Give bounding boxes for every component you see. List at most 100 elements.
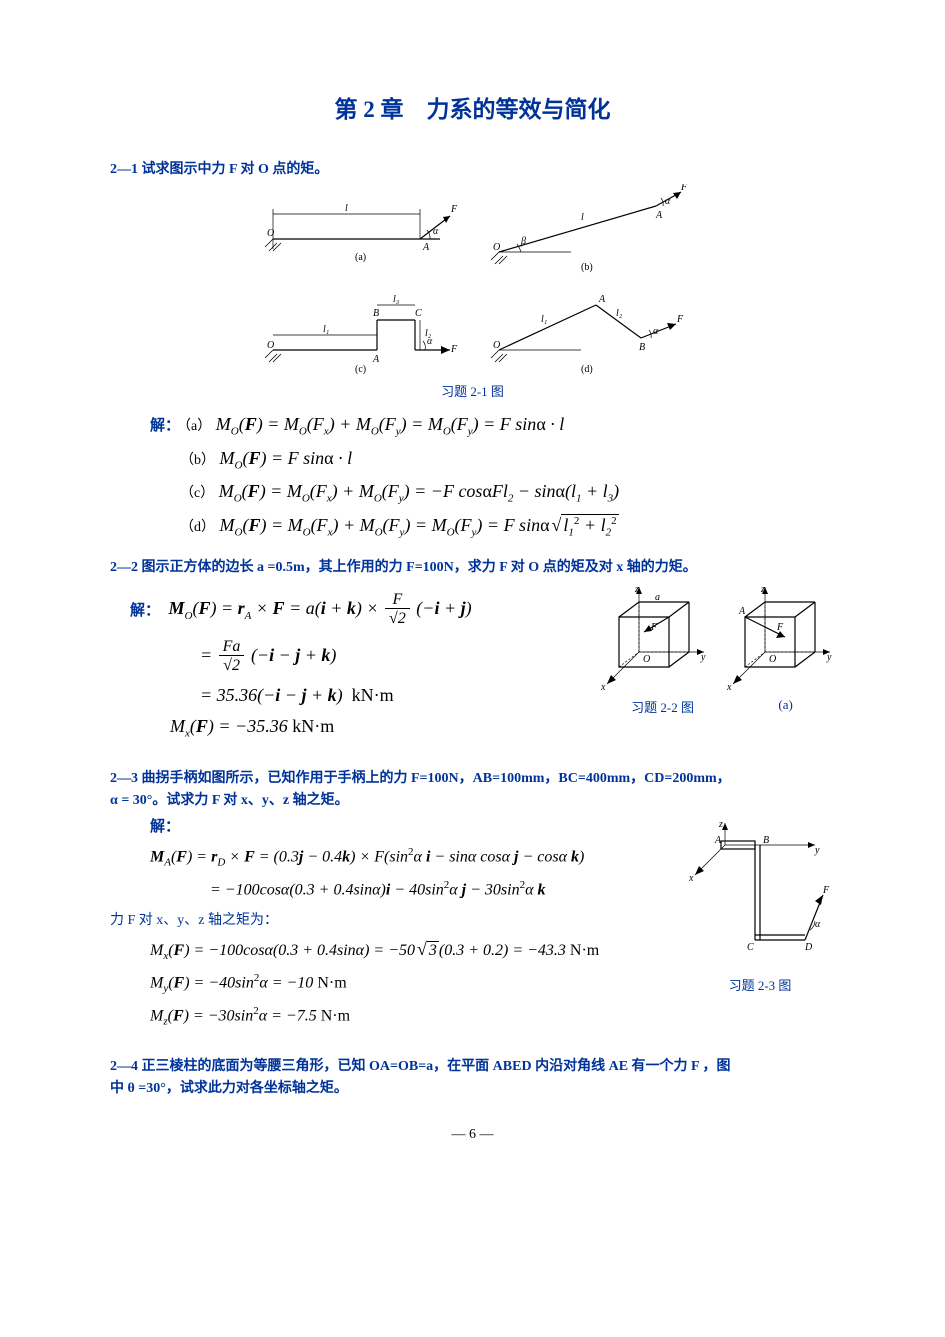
fig-2-2: z y x O F a [589, 582, 835, 716]
label-F-c: F [450, 344, 458, 355]
svg-text:D: D [804, 942, 813, 953]
p22-frac1-den: √2 [385, 609, 410, 628]
label-l1-d: l₁ [541, 314, 547, 325]
fig-2-1-caption: 习题 2-1 图 [110, 381, 835, 400]
fig-2-1-c: O B C A F l₁ l₃ l₂ α (c) [255, 280, 465, 375]
p22-frac2-num: Fa [219, 639, 245, 656]
label-B-d: B [639, 342, 645, 353]
svg-text:y: y [826, 652, 832, 663]
label-A-c: A [372, 354, 380, 365]
label-C-c: C [415, 308, 422, 319]
p23-eq2: = −100cosα(0.3 + 0.4sinα)i − 40sin2α j −… [210, 879, 671, 899]
svg-text:z: z [634, 584, 639, 595]
label-F-d: F [676, 314, 684, 325]
label-alpha-d: α [653, 326, 659, 337]
fig-2-1-a: O F A α l (a) [255, 184, 465, 274]
svg-text:x: x [688, 873, 694, 884]
fig-2-3-caption: 习题 2-3 图 [685, 975, 835, 994]
label-O-c: O [267, 340, 274, 351]
p23-mid: 力 F 对 x、y、z 轴之矩为： [110, 913, 278, 928]
p21-b-label: （b） [180, 453, 215, 468]
p23-eq1: MA(F) = rD × F = (0.3j − 0.4k) × F(sin2α… [150, 846, 671, 869]
problem-2-4-head: 2—4 正三棱柱的底面为等腰三角形，已知 OA=OB=a，在平面 ABED 内沿… [110, 1055, 835, 1075]
p22-eq1: 解： MO(F) = rA × F = a(i + k) × F√2 (−i +… [130, 592, 575, 628]
svg-text:α: α [815, 919, 821, 930]
p21-ans-b: （b） MO(F) = F sinα · l [180, 448, 835, 472]
label-l3-c: l₃ [393, 294, 400, 305]
label-F: F [450, 204, 458, 215]
label-l: l [345, 203, 348, 214]
problem-2-2-head: 2—2 图示正方体的边长 a =0.5m，其上作用的力 F=100N，求力 F … [110, 556, 835, 576]
fig-2-1-b: O A F l β α (b) [481, 184, 691, 274]
fig-2-1-d: O A B F α l₁ l₂ (d) [481, 280, 691, 375]
fig-2-1-row2: O B C A F l₁ l₃ l₂ α (c) [110, 280, 835, 375]
fig-2-1: O F A α l (a) O [110, 184, 835, 400]
p21-ans-c: （c） MO(F) = MO(Fx) + MO(Fy) = −F cosαFl2… [180, 481, 835, 505]
fig-d-label: (d) [581, 364, 593, 375]
fig-c-label: (c) [355, 364, 366, 375]
svg-text:y: y [700, 652, 706, 663]
problem-2-4-head2: 中 θ =30°，试求此力对各坐标轴之矩。 [110, 1077, 835, 1097]
fig-2-3: z y x A B C D F α 习题 2-3 图 [685, 815, 835, 1008]
fig-2-1-row1: O F A α l (a) O [110, 184, 835, 274]
p22-frac1-num: F [385, 592, 410, 609]
p23-mx-rad: 3 [427, 941, 439, 959]
problem-2-3-body2: α = 30°。试求力 F 对 x、y、z 轴之矩。 [110, 793, 349, 808]
svg-text:F: F [776, 622, 784, 633]
label-alpha-c: α [427, 336, 433, 347]
problem-2-3-head2: α = 30°。试求力 F 对 x、y、z 轴之矩。 [110, 789, 835, 809]
fig-a-label: (a) [355, 252, 366, 263]
p23-mz: Mz(F) = −30sin2α = −7.5 N·m [150, 1005, 671, 1028]
p21-ans-a: 解：（a） MO(F) = MO(Fx) + MO(Fy) = MO(Fy) =… [150, 414, 835, 438]
p22-eq3: = 35.36(−i − j + k) kN·m [200, 685, 575, 706]
problem-2-4-body2: 中 θ =30°，试求此力对各坐标轴之矩。 [110, 1081, 348, 1096]
label-B-c: B [373, 308, 379, 319]
p22-block: 解： MO(F) = rA × F = a(i + k) × F√2 (−i +… [110, 582, 835, 749]
p23-my: My(F) = −40sin2α = −10 N·m [150, 972, 671, 995]
label-A-d: A [598, 294, 606, 305]
fig-2-2-caption2: (a) [778, 697, 792, 716]
label-F-b: F [680, 184, 688, 193]
svg-text:z: z [718, 819, 723, 830]
page-number: — 6 — [110, 1127, 835, 1143]
label-l2-d: l₂ [616, 308, 623, 319]
p21-ans-d: （d） MO(F) = MO(Fx) + MO(Fy) = MO(Fy) = F… [180, 515, 835, 539]
label-beta: β [520, 236, 526, 247]
p21-d-label: （d） [180, 520, 215, 535]
ans-label-3: 解： [150, 819, 180, 835]
label-l-b: l [581, 212, 584, 223]
problem-2-1-head: 2—1 试求图示中力 F 对 O 点的矩。 [110, 158, 835, 178]
svg-text:F: F [822, 885, 830, 896]
label-alpha: α [433, 226, 439, 237]
p23-mx: Mx(F) = −100cosα(0.3 + 0.4sinα) = −503(0… [150, 939, 671, 962]
problem-2-3-num: 2—3 [110, 771, 138, 786]
svg-text:z: z [760, 584, 765, 595]
svg-text:C: C [747, 942, 754, 953]
label-l1-c: l₁ [323, 324, 329, 335]
p22-eq2: = Fa√2 (−i − j + k) [200, 639, 575, 675]
svg-text:O: O [769, 654, 776, 665]
fig-b-label: (b) [581, 262, 593, 273]
label-A-b: A [655, 210, 663, 221]
svg-text:A: A [714, 835, 722, 846]
problem-2-4-num: 2—4 [110, 1059, 138, 1074]
ans-label-2: 解： [130, 603, 160, 619]
problem-2-1-body: 试求图示中力 F 对 O 点的矩。 [138, 162, 328, 177]
page: 第 2 章 力系的等效与简化 2—1 试求图示中力 F 对 O 点的矩。 [0, 0, 945, 1183]
svg-text:O: O [643, 654, 650, 665]
svg-text:x: x [726, 682, 732, 693]
fig-2-2-caption: 习题 2-2 图 [631, 697, 694, 716]
chapter-title: 第 2 章 力系的等效与简化 [110, 90, 835, 124]
label-A: A [422, 242, 430, 253]
problem-2-3-head: 2—3 曲拐手柄如图所示，已知作用于手柄上的力 F=100N，AB=100mm，… [110, 767, 835, 787]
problem-2-3-body: 曲拐手柄如图所示，已知作用于手柄上的力 F=100N，AB=100mm，BC=4… [138, 771, 731, 786]
svg-text:a: a [655, 592, 660, 603]
p22-eq4: Mx(F) = −35.36 kN·m [170, 716, 575, 740]
problem-2-2-body: 图示正方体的边长 a =0.5m，其上作用的力 F=100N，求力 F 对 O … [138, 560, 697, 575]
p23-block: 解： MA(F) = rD × F = (0.3j − 0.4k) × F(si… [110, 815, 835, 1037]
p22-frac2-den: √2 [219, 656, 245, 675]
problem-2-4-body: 正三棱柱的底面为等腰三角形，已知 OA=OB=a，在平面 ABED 内沿对角线 … [138, 1059, 731, 1074]
svg-text:F: F [650, 622, 658, 633]
label-O: O [267, 228, 274, 239]
label-O-d: O [493, 340, 500, 351]
